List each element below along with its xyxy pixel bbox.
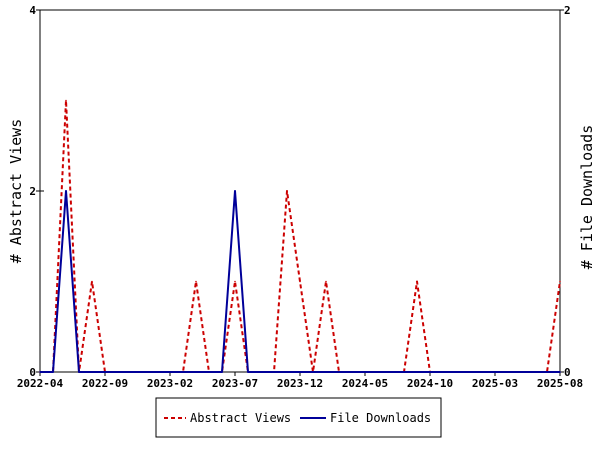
x-tick-label: 2023-02	[147, 377, 193, 390]
x-tick-label: 2022-04	[17, 377, 64, 390]
data-point	[169, 371, 171, 373]
data-point	[195, 371, 197, 373]
data-point	[182, 371, 184, 373]
x-tick-label: 2022-09	[82, 377, 128, 390]
data-point	[286, 190, 288, 192]
data-point	[156, 371, 158, 373]
data-point	[546, 371, 548, 373]
data-point	[286, 371, 288, 373]
data-point	[429, 371, 431, 373]
data-point	[559, 371, 561, 373]
data-point	[325, 280, 327, 283]
data-point	[39, 371, 41, 373]
y-left-tick-label: 2	[29, 185, 36, 198]
data-point	[507, 371, 509, 373]
data-point	[455, 371, 457, 373]
x-tick-label: 2025-03	[472, 377, 518, 390]
y-left-tick-label: 0	[29, 366, 36, 379]
data-point	[208, 371, 210, 373]
data-point	[52, 371, 54, 373]
data-point	[104, 371, 106, 373]
data-point	[351, 371, 353, 373]
y-right-tick-label: 2	[564, 4, 571, 17]
legend-label-abstract-views: Abstract Views	[190, 411, 291, 425]
data-point	[221, 371, 223, 373]
y-axis-left-title: # Abstract Views	[7, 119, 25, 264]
series-layer	[39, 99, 561, 373]
data-point	[533, 371, 535, 373]
x-tick-label: 2024-10	[407, 377, 453, 390]
data-point	[299, 280, 301, 283]
data-point	[520, 371, 522, 373]
data-point	[416, 280, 418, 283]
x-tick-label: 2024-05	[342, 377, 388, 390]
data-point	[468, 371, 470, 373]
data-point	[234, 280, 236, 283]
x-tick-label: 2023-07	[212, 377, 258, 390]
data-point	[377, 371, 379, 373]
data-point	[234, 190, 236, 192]
data-point	[117, 371, 119, 373]
x-axis: 2022-04 2022-09 2023-02 2023-07 2023-12 2024-…	[17, 372, 583, 390]
data-point	[416, 371, 418, 373]
y-axis-right-title: # File Downloads	[578, 125, 596, 270]
data-point	[403, 371, 405, 373]
data-point	[559, 280, 561, 283]
data-point	[260, 371, 262, 373]
x-tick-label: 2023-12	[277, 377, 323, 390]
data-point	[442, 371, 444, 373]
x-tick-label: 2025-08	[537, 377, 583, 390]
data-point	[143, 371, 145, 373]
data-point	[325, 371, 327, 373]
legend: Abstract Views File Downloads	[155, 397, 442, 438]
data-point	[78, 371, 80, 373]
data-point	[91, 280, 93, 283]
data-point	[65, 190, 67, 192]
data-point	[299, 371, 301, 373]
y-left-tick-label: 4	[29, 4, 36, 17]
data-point	[390, 371, 392, 373]
data-point	[91, 371, 93, 373]
y-right-tick-label: 0	[564, 366, 571, 379]
legend-box	[155, 397, 442, 438]
data-point	[312, 371, 314, 373]
plot-area	[39, 9, 561, 373]
legend-label-file-downloads: File Downloads	[330, 411, 431, 425]
data-point	[130, 371, 132, 373]
data-point	[247, 371, 249, 373]
data-point	[494, 371, 496, 373]
data-point	[481, 371, 483, 373]
data-point	[195, 280, 197, 283]
data-point	[338, 371, 340, 373]
data-point	[65, 99, 67, 102]
data-point	[273, 371, 275, 373]
data-point	[364, 371, 366, 373]
